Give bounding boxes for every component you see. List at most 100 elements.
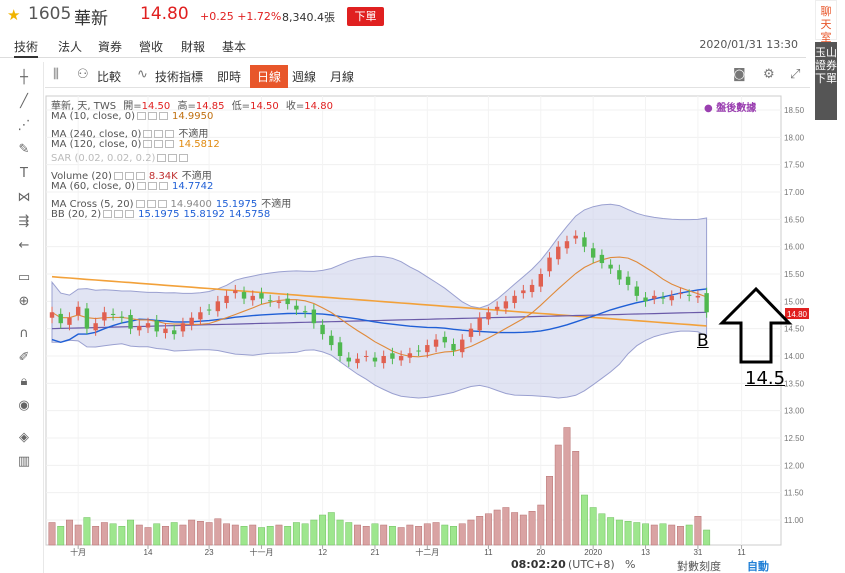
tab-revenue[interactable]: 營收 (139, 40, 164, 54)
candle-body (337, 342, 343, 356)
pencil-lock-icon[interactable]: ✐ (18, 350, 30, 365)
legend-ma10[interactable]: MA (10, close, 0) 14.9950 (51, 111, 213, 122)
pattern-icon[interactable]: ⋈ (17, 190, 31, 205)
compare-button[interactable]: 比較 (97, 70, 122, 84)
volume-bar (284, 526, 292, 546)
ruler-icon[interactable]: ▭ (17, 270, 31, 285)
volume-bar (292, 522, 300, 546)
volume-bar (127, 519, 135, 546)
candle-body (241, 292, 247, 299)
volume-bar (598, 513, 606, 546)
layers-icon[interactable]: ◈ (19, 430, 29, 445)
chat-room-button[interactable]: 聊天室 (815, 0, 837, 44)
brush-icon[interactable]: ✎ (18, 142, 30, 157)
legend-ma60[interactable]: MA (60, close, 0) 14.7742 (51, 181, 213, 192)
after-hours-label[interactable]: ● 盤後數據 (704, 99, 756, 114)
close-value: 14.80 (304, 101, 333, 112)
crosshair-icon[interactable]: ┼ (20, 70, 28, 85)
indicators-button[interactable]: 技術指標 (155, 70, 204, 84)
compare-icon[interactable]: ⚇ (77, 67, 89, 82)
back-arrow-icon[interactable]: ← (18, 238, 30, 253)
candle-body (512, 295, 517, 303)
log-scale-button[interactable]: 對數刻度 (677, 560, 721, 573)
time-axis: 十月 14 23 十一月 12 21 十二月 11 20 2020 13 31 11 (70, 545, 746, 557)
tab-technical[interactable]: 技術 (14, 38, 39, 58)
volume-bar (484, 513, 492, 546)
legend-ma240[interactable]: MA (240, close, 0) 不適用 (51, 125, 208, 140)
status-timezone[interactable]: (UTC+8) (568, 558, 615, 571)
ma60-value: 14.7742 (172, 181, 214, 192)
legend-bb[interactable]: BB (20, 2) 15.1975 15.8192 14.5758 (51, 209, 270, 220)
volume-bar (327, 512, 335, 546)
magnet-icon[interactable]: ∩ (19, 326, 29, 341)
price-change: +0.25 +1.72% (200, 10, 281, 23)
candle-body (704, 293, 709, 313)
prediction-icon[interactable]: ⇶ (18, 214, 30, 229)
legend-macross[interactable]: MA Cross (5, 20) 14.9400 15.1975 不適用 (51, 195, 291, 210)
y-tick-label: 14.50 (784, 325, 805, 334)
favorite-star-icon[interactable]: ★ (7, 6, 21, 24)
volume-bar (537, 504, 545, 546)
y-tick-label: 16.50 (784, 215, 805, 224)
camera-icon[interactable]: ◙ (733, 67, 746, 82)
macross-label: MA Cross (5, 20) (51, 199, 134, 210)
annotation-arrow (718, 286, 793, 364)
ma60-line (51, 288, 707, 344)
gear-icon[interactable]: ⚙ (763, 67, 775, 82)
candle-body (364, 356, 369, 357)
tab-institutional[interactable]: 法人 (58, 40, 83, 54)
candle-body (198, 312, 203, 320)
candle-body (477, 317, 482, 331)
x-tick-label: 14 (144, 548, 153, 557)
after-hours-text: 盤後數據 (716, 103, 757, 114)
volume-bar (258, 527, 265, 546)
trash-icon[interactable]: ▥ (17, 454, 31, 469)
legend-sar[interactable]: SAR (0.02, 0.02, 0.2) (51, 153, 189, 164)
x-tick-label: 11 (737, 548, 746, 557)
volume-bar (301, 523, 309, 546)
candle-type-icon[interactable]: ⫼ (53, 67, 59, 82)
y-tick-label: 11.00 (784, 516, 804, 525)
low-label: 低= (231, 101, 251, 112)
tab-basics[interactable]: 基本 (222, 40, 247, 54)
indicator-icon[interactable]: ∿ (137, 67, 148, 82)
volume-value: 8.34K (148, 171, 178, 182)
eye-icon[interactable]: ◉ (18, 398, 30, 413)
volume-bar (633, 522, 641, 546)
weekly-button[interactable]: 週線 (292, 70, 317, 84)
candle-body (556, 246, 561, 260)
order-button[interactable]: 下單 (347, 7, 384, 26)
daily-button[interactable]: 日線 (250, 65, 289, 88)
candle-body (224, 295, 229, 303)
zoom-in-icon[interactable]: ⊕ (18, 294, 30, 309)
candle-body (468, 328, 474, 337)
tab-financials[interactable]: 財報 (181, 40, 206, 54)
candle-body (137, 325, 142, 331)
text-icon[interactable]: T (20, 166, 28, 181)
fullscreen-icon[interactable]: ⤢ (790, 67, 801, 82)
candle-body (67, 317, 72, 325)
volume-bar (415, 526, 423, 546)
percent-scale-button[interactable]: % (625, 558, 636, 571)
trendline-icon[interactable]: ╱ (20, 94, 28, 109)
tab-margin[interactable]: 資券 (98, 40, 123, 54)
volume-bar (607, 517, 615, 546)
auto-scale-button[interactable]: 自動 (747, 560, 769, 573)
candle-body (233, 290, 238, 294)
intraday-button[interactable]: 即時 (217, 70, 242, 84)
volume-bar (205, 522, 213, 546)
legend-ma120[interactable]: MA (120, close, 0) 14.5812 (51, 139, 220, 150)
esun-order-button[interactable]: 玉山證券下單 (815, 42, 837, 120)
sar-label: SAR (0.02, 0.02, 0.2) (51, 153, 156, 164)
candle-body (320, 324, 325, 335)
lock-icon[interactable]: 🔒︎ (20, 374, 28, 389)
candle-body (686, 294, 692, 296)
monthly-button[interactable]: 月線 (330, 70, 355, 84)
right-rail: 聊天室 玉山證券下單 (815, 0, 837, 120)
volume-bar (66, 519, 73, 546)
legend-volume[interactable]: Volume (20) 8.34K 不適用 (51, 167, 212, 182)
candle-body (617, 270, 622, 280)
y-tick-label: 13.00 (784, 407, 805, 416)
fib-icon[interactable]: ⋰ (17, 118, 31, 133)
